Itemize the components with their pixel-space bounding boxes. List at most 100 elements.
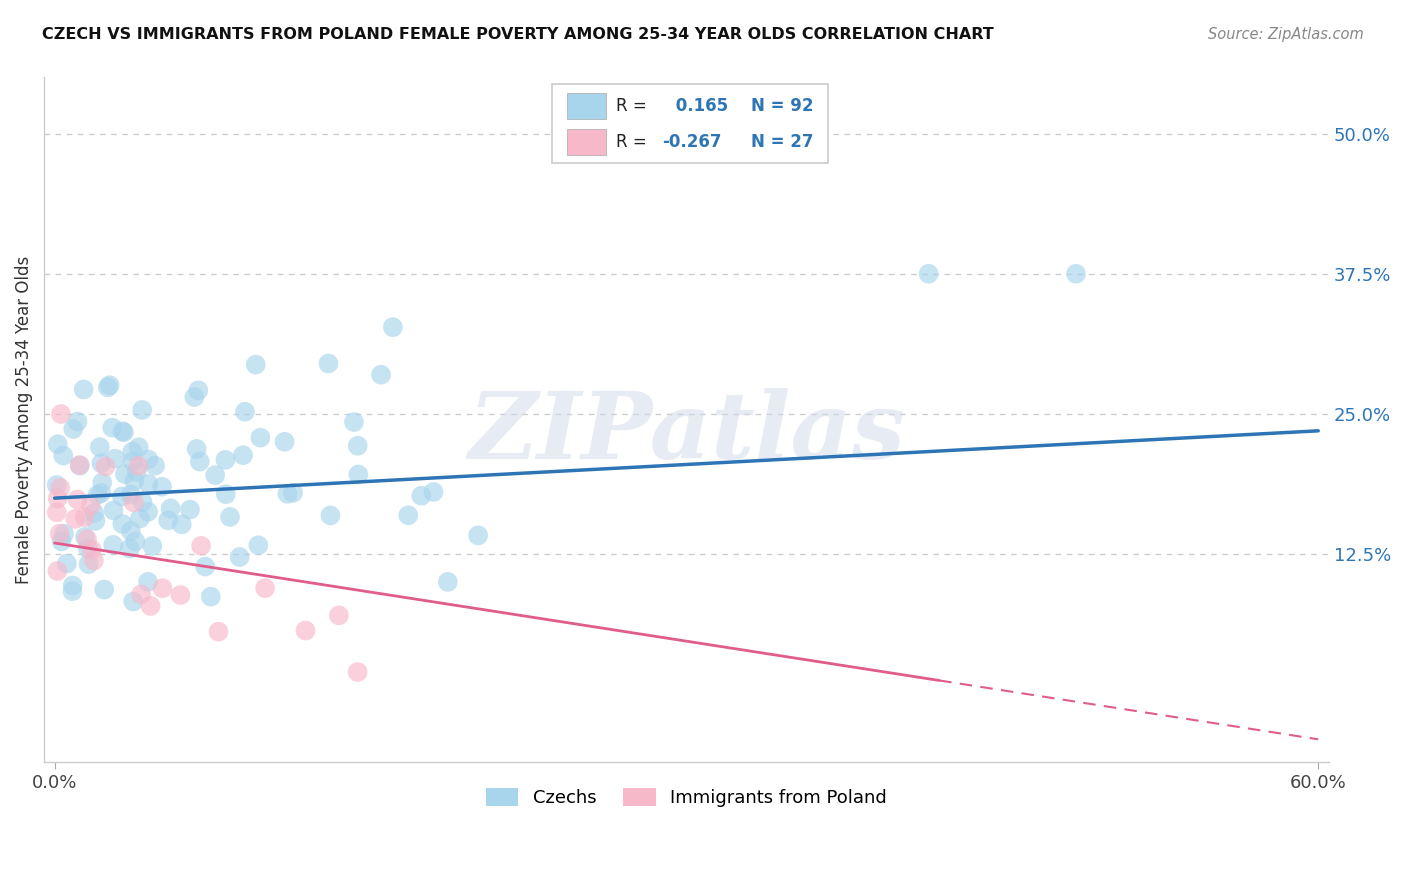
Point bbox=[103, 503, 125, 517]
Point bbox=[118, 541, 141, 556]
Point bbox=[143, 458, 166, 473]
Point bbox=[46, 437, 69, 451]
Point bbox=[128, 440, 150, 454]
Point bbox=[232, 448, 254, 462]
Point bbox=[170, 517, 193, 532]
Point bbox=[215, 487, 238, 501]
Point bbox=[48, 526, 70, 541]
Point bbox=[79, 499, 101, 513]
Point bbox=[111, 490, 134, 504]
Point bbox=[159, 501, 181, 516]
Point bbox=[45, 505, 67, 519]
Point bbox=[49, 407, 72, 421]
Point bbox=[139, 599, 162, 613]
Point bbox=[121, 444, 143, 458]
Point bbox=[97, 380, 120, 394]
Point bbox=[91, 475, 114, 490]
Point bbox=[273, 434, 295, 449]
Point bbox=[101, 420, 124, 434]
Point bbox=[276, 487, 298, 501]
Point bbox=[121, 454, 143, 468]
Text: R =: R = bbox=[616, 96, 652, 114]
Point bbox=[136, 505, 159, 519]
Legend: Czechs, Immigrants from Poland: Czechs, Immigrants from Poland bbox=[478, 780, 894, 814]
Point bbox=[347, 467, 370, 482]
Point bbox=[318, 357, 340, 371]
Point bbox=[90, 456, 112, 470]
Point bbox=[370, 368, 392, 382]
Point bbox=[346, 665, 368, 679]
Point bbox=[179, 502, 201, 516]
Point bbox=[328, 608, 350, 623]
Point bbox=[411, 489, 433, 503]
Point bbox=[66, 492, 89, 507]
Text: 0.165: 0.165 bbox=[669, 96, 728, 114]
Point bbox=[136, 452, 159, 467]
Point bbox=[62, 578, 84, 592]
Text: -0.267: -0.267 bbox=[662, 133, 721, 151]
Point bbox=[319, 508, 342, 523]
Point bbox=[136, 574, 159, 589]
Point bbox=[111, 516, 134, 531]
Bar bbox=[567, 128, 606, 154]
Text: ZIPatlas: ZIPatlas bbox=[468, 388, 905, 478]
Point bbox=[101, 538, 124, 552]
Text: N = 92: N = 92 bbox=[751, 96, 813, 114]
Point bbox=[183, 390, 205, 404]
Point bbox=[127, 458, 149, 473]
Point bbox=[245, 358, 267, 372]
Point bbox=[53, 526, 76, 541]
Text: Source: ZipAtlas.com: Source: ZipAtlas.com bbox=[1208, 27, 1364, 42]
Point bbox=[141, 539, 163, 553]
Point bbox=[76, 541, 98, 556]
Point bbox=[124, 474, 146, 488]
Text: N = 27: N = 27 bbox=[751, 133, 813, 151]
Point bbox=[60, 584, 83, 599]
Point bbox=[46, 491, 69, 506]
Point bbox=[120, 524, 142, 538]
Point bbox=[138, 477, 160, 491]
Point bbox=[194, 559, 217, 574]
Point bbox=[343, 415, 366, 429]
Text: R =: R = bbox=[616, 133, 652, 151]
Point bbox=[738, 127, 761, 141]
Point bbox=[131, 403, 153, 417]
Point bbox=[396, 508, 419, 523]
Point bbox=[129, 511, 152, 525]
Point bbox=[120, 487, 142, 501]
Point bbox=[51, 534, 73, 549]
Bar bbox=[567, 93, 606, 119]
Point bbox=[281, 485, 304, 500]
Point bbox=[84, 514, 107, 528]
Point bbox=[62, 422, 84, 436]
Point bbox=[66, 415, 89, 429]
Point bbox=[76, 532, 98, 546]
Point bbox=[56, 557, 79, 571]
Point bbox=[83, 506, 105, 520]
Point bbox=[131, 495, 153, 509]
Point bbox=[72, 383, 94, 397]
Point bbox=[254, 581, 277, 595]
Point bbox=[125, 465, 148, 479]
FancyBboxPatch shape bbox=[551, 84, 828, 163]
Point bbox=[249, 431, 271, 445]
Point bbox=[69, 458, 91, 472]
Point bbox=[157, 513, 180, 527]
Point bbox=[467, 528, 489, 542]
Point bbox=[294, 624, 316, 638]
Point bbox=[150, 480, 173, 494]
Point bbox=[114, 467, 136, 481]
Point bbox=[124, 534, 146, 549]
Point bbox=[381, 320, 404, 334]
Point bbox=[437, 574, 460, 589]
Point bbox=[214, 453, 236, 467]
Point bbox=[112, 425, 135, 440]
Point bbox=[247, 538, 270, 552]
Point bbox=[89, 440, 111, 454]
Point bbox=[169, 588, 191, 602]
Point bbox=[917, 267, 939, 281]
Point bbox=[86, 488, 108, 502]
Point bbox=[49, 481, 72, 495]
Point bbox=[152, 581, 174, 595]
Point bbox=[1064, 267, 1087, 281]
